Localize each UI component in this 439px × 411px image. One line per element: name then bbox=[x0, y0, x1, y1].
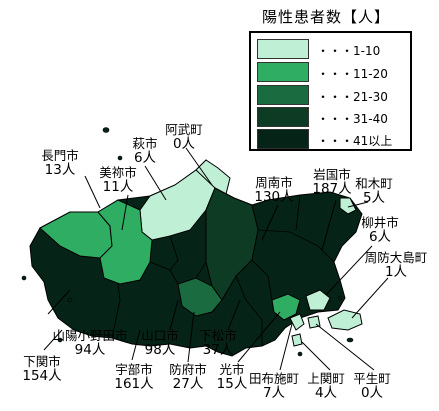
city-count: 5人 bbox=[362, 190, 386, 206]
city-count: 130人 bbox=[254, 189, 294, 205]
city-count: 6人 bbox=[368, 229, 392, 245]
city-name: 平生町 bbox=[353, 371, 391, 386]
label-sanyoonoda: 山陽小野田市 94人 bbox=[52, 328, 127, 358]
city-count: 11人 bbox=[102, 179, 134, 195]
city-name: 阿武町 bbox=[165, 122, 203, 137]
city-count: 4人 bbox=[314, 385, 338, 401]
legend-label: ・・・11-20 bbox=[317, 67, 388, 81]
city-name: 萩市 bbox=[132, 136, 158, 151]
legend-swatch bbox=[257, 39, 309, 59]
label-yamaguchi: 山口市 98人 bbox=[141, 328, 179, 358]
city-name: 岩国市 bbox=[313, 167, 351, 182]
city-count: 154人 bbox=[22, 368, 62, 384]
label-kaminoseki: 上関町 4人 bbox=[307, 371, 345, 401]
label-iwakuni: 岩国市 187人 bbox=[312, 167, 351, 197]
label-kudamatsu: 下松市 37人 bbox=[199, 328, 237, 358]
legend-title: 陽性患者数【人】 bbox=[262, 8, 391, 26]
label-hirao: 平生町 0人 bbox=[353, 371, 391, 401]
label-hikari: 光市 15人 bbox=[217, 362, 248, 392]
region-mine bbox=[97, 199, 153, 285]
legend-item-21-30: ・・・21-30 bbox=[257, 85, 407, 105]
label-abu: 阿武町 0人 bbox=[165, 122, 203, 152]
region-shunan bbox=[205, 187, 259, 301]
city-name: 光市 bbox=[219, 362, 245, 377]
label-nagato: 長門市 13人 bbox=[41, 148, 79, 178]
city-count: 27人 bbox=[172, 376, 204, 392]
legend-item-1-10: ・・・1-10 bbox=[257, 39, 407, 59]
city-name: 周南市 bbox=[255, 175, 293, 190]
islands bbox=[21, 127, 354, 357]
legend-swatch bbox=[257, 107, 309, 127]
city-name: 上関町 bbox=[307, 371, 345, 386]
label-yanai: 柳井市 6人 bbox=[361, 215, 399, 245]
city-name: 宇部市 bbox=[115, 362, 153, 377]
city-count: 1人 bbox=[384, 264, 408, 280]
label-hofu: 防府市 27人 bbox=[169, 362, 207, 392]
label-shunan: 周南市 130人 bbox=[254, 175, 293, 205]
region-waki bbox=[339, 197, 357, 215]
city-count: 15人 bbox=[216, 376, 248, 392]
city-name: 田布施町 bbox=[248, 371, 300, 386]
city-name: 和木町 bbox=[355, 176, 393, 191]
label-waki: 和木町 5人 bbox=[355, 176, 393, 206]
label-tabuse: 田布施町 7人 bbox=[249, 371, 299, 401]
region-yanai bbox=[305, 289, 331, 311]
region-hofu bbox=[177, 277, 223, 317]
region-tabuse bbox=[289, 313, 305, 331]
legend-label: ・・・21-30 bbox=[317, 90, 388, 104]
city-count: 6人 bbox=[133, 150, 157, 166]
legend-item-11-20: ・・・11-20 bbox=[257, 62, 407, 82]
label-hagi: 萩市 6人 bbox=[132, 136, 157, 166]
region-suooshima bbox=[327, 309, 363, 331]
legend-swatch bbox=[257, 62, 309, 82]
city-name: 美祢市 bbox=[99, 165, 137, 180]
city-count: 0人 bbox=[172, 136, 196, 152]
boundary-lines bbox=[111, 194, 335, 346]
legend-label: ・・・1-10 bbox=[317, 44, 381, 58]
city-count: 161人 bbox=[114, 376, 154, 392]
leader-lines bbox=[43, 147, 389, 371]
city-count: 37人 bbox=[202, 342, 234, 358]
city-name: 下松市 bbox=[199, 328, 237, 343]
city-count: 7人 bbox=[262, 385, 286, 401]
city-count: 0人 bbox=[360, 385, 384, 401]
city-name: 山陽小野田市 bbox=[52, 328, 128, 343]
city-name: 周防大島町 bbox=[364, 250, 428, 265]
city-count: 13人 bbox=[44, 162, 76, 178]
label-suooshima: 周防大島町 1人 bbox=[365, 250, 428, 280]
legend: ・・・1-10 ・・・11-20 ・・・21-30 ・・・31-40 ・・・41… bbox=[249, 31, 412, 151]
city-name: 柳井市 bbox=[361, 215, 399, 230]
legend-item-31-40: ・・・31-40 bbox=[257, 107, 407, 127]
legend-item-41-plus: ・・・41以上 bbox=[257, 129, 407, 149]
city-count: 94人 bbox=[74, 342, 106, 358]
city-name: 長門市 bbox=[41, 148, 79, 163]
city-count: 98人 bbox=[144, 342, 176, 358]
city-name: 下関市 bbox=[23, 354, 61, 369]
label-shimonoseki: 下関市 154人 bbox=[22, 354, 61, 384]
legend-label: ・・・31-40 bbox=[317, 112, 388, 126]
city-name: 山口市 bbox=[141, 328, 179, 343]
legend-swatch bbox=[257, 85, 309, 105]
legend-label: ・・・41以上 bbox=[317, 134, 393, 148]
city-name: 防府市 bbox=[169, 362, 207, 377]
city-count: 187人 bbox=[312, 181, 352, 197]
label-ube: 宇部市 161人 bbox=[114, 362, 153, 392]
legend-swatch bbox=[257, 129, 309, 149]
label-mine: 美祢市 11人 bbox=[99, 165, 137, 195]
region-kaminoseki bbox=[291, 333, 303, 347]
